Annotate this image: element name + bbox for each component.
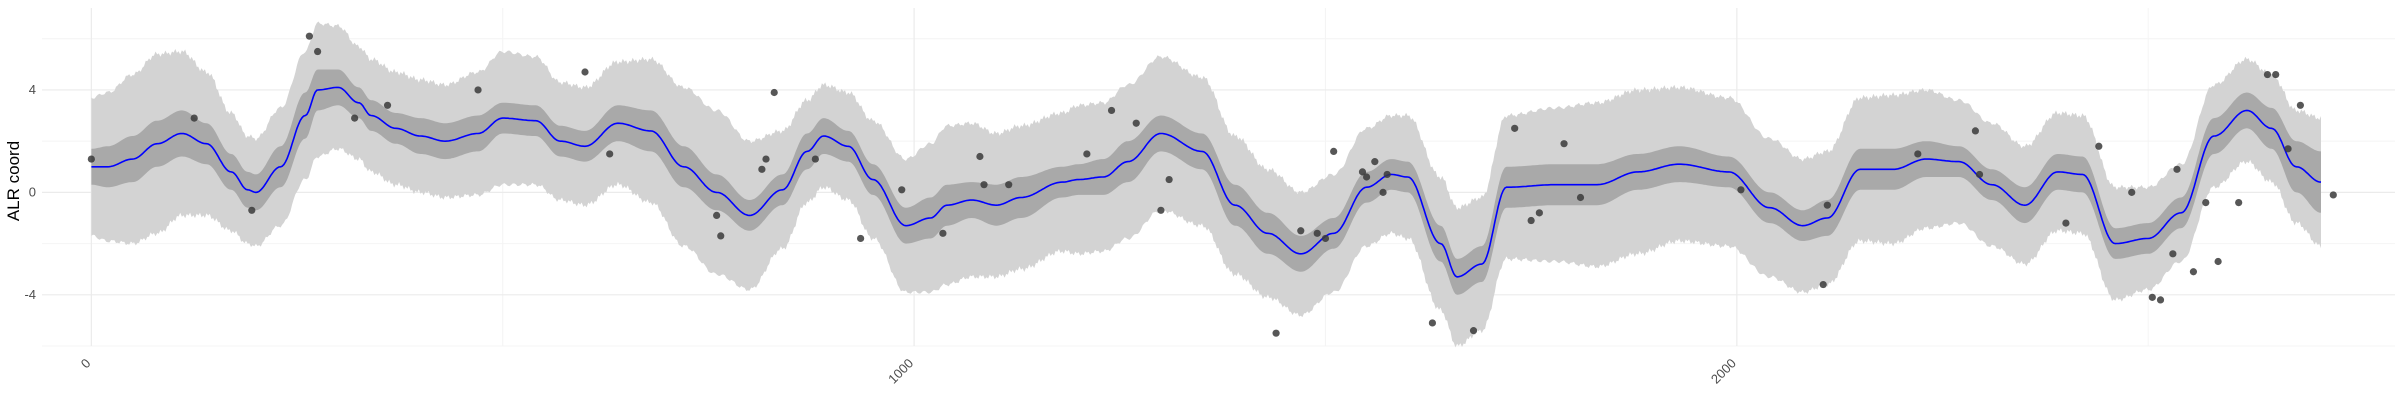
x-tick-labels: 0 1000 2000 (78, 356, 1739, 387)
data-point (713, 211, 721, 220)
data-point (190, 114, 198, 122)
data-point (770, 88, 778, 97)
data-point (2062, 219, 2070, 227)
observed-points (87, 32, 2337, 337)
ci-band-outer (91, 21, 2322, 348)
data-point (1737, 186, 1745, 194)
data-point (811, 155, 819, 163)
y-tick-label: 0 (29, 184, 36, 199)
data-point (351, 114, 359, 122)
data-point (1321, 234, 1330, 243)
data-point (2329, 191, 2337, 199)
data-point (2095, 142, 2103, 150)
data-point (1914, 150, 1922, 158)
mean-line (91, 86, 2322, 278)
data-point (717, 232, 725, 240)
data-point (1527, 216, 1535, 225)
data-point (383, 101, 392, 109)
data-point (2272, 70, 2280, 79)
data-point (1823, 201, 1831, 209)
data-point (939, 229, 947, 237)
data-point (305, 32, 313, 40)
data-point (2202, 199, 2210, 207)
data-point (1083, 150, 1091, 158)
data-point (1005, 181, 1013, 189)
data-point (1297, 227, 1305, 235)
data-point (314, 47, 322, 56)
data-point (1971, 127, 1980, 135)
data-point (1560, 140, 1568, 148)
data-point (1535, 209, 1543, 217)
data-point (2284, 145, 2292, 153)
data-point (1165, 175, 1173, 184)
y-tick-labels: -4 0 4 (24, 82, 36, 302)
data-point (2214, 257, 2222, 266)
data-point (1330, 147, 1338, 155)
x-tick-label: 0 (78, 356, 94, 372)
data-point (1975, 170, 1984, 179)
data-point (976, 152, 984, 161)
data-point (1272, 329, 1280, 337)
data-point (2296, 101, 2304, 109)
data-point (1132, 119, 1140, 127)
data-point (2169, 250, 2177, 258)
data-point (1383, 170, 1391, 179)
data-point (980, 181, 988, 189)
data-point (762, 155, 770, 163)
data-point (606, 150, 614, 158)
data-point (1576, 193, 1585, 202)
data-point (1511, 124, 1519, 132)
data-point (2235, 199, 2243, 207)
x-tick-label: 1000 (885, 356, 916, 387)
data-point (898, 186, 906, 194)
data-point (1379, 188, 1387, 196)
data-point (2148, 293, 2156, 301)
data-point (758, 165, 766, 173)
data-point (87, 155, 95, 163)
data-point (581, 68, 589, 76)
y-axis-title: ALR coord (4, 141, 23, 221)
data-point (1313, 229, 1321, 237)
data-point (248, 206, 256, 214)
data-point (1358, 168, 1367, 176)
data-point (1371, 158, 1379, 166)
ci-band-inner (91, 69, 2322, 295)
data-point (1428, 319, 1437, 327)
y-tick-label: 4 (29, 82, 36, 97)
data-point (2128, 188, 2136, 196)
data-point (1819, 280, 1827, 289)
data-point (474, 86, 482, 94)
y-tick-label: -4 (24, 287, 36, 302)
data-point (1469, 327, 1478, 335)
data-point (1107, 106, 1116, 115)
data-point (2173, 165, 2181, 173)
data-point (1157, 206, 1165, 214)
x-tick-label: 2000 (1708, 356, 1739, 387)
data-point (1362, 173, 1371, 181)
data-point (2263, 70, 2272, 79)
data-point (857, 234, 865, 243)
data-point (2156, 296, 2165, 304)
data-point (2189, 268, 2198, 276)
